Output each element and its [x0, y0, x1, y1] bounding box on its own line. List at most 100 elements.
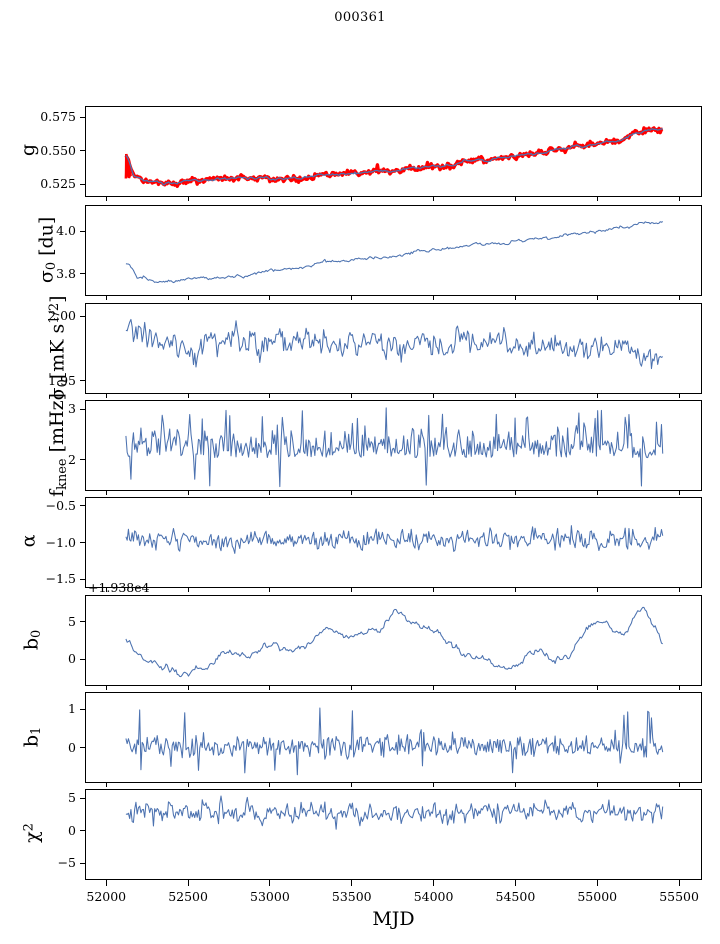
panel-gain — [85, 106, 702, 197]
xtick-mark-gain-1 — [187, 197, 189, 201]
xtick-mark-sigma0-du-2 — [269, 296, 271, 300]
xtick-mark-b1-5 — [514, 783, 516, 787]
xtick-mark-b1-7 — [678, 783, 680, 787]
panel-b0 — [85, 595, 702, 686]
ylabel-b0: b0 — [20, 629, 45, 650]
ylabel-sigma0-du: σ0 [du] — [35, 216, 60, 283]
xtick-mark-sigma0-mK-5 — [514, 394, 516, 398]
xtick-mark-b1-4 — [433, 783, 435, 787]
series-b1 — [125, 707, 664, 776]
ytick-label-sigma0-mK-0: 1.95 — [48, 372, 76, 388]
series-f-knee — [125, 407, 664, 488]
ytick-mark-gain-1 — [80, 150, 85, 152]
series-alpha — [125, 525, 664, 554]
gain-raw-spike — [124, 153, 132, 179]
xtick-mark-gain-4 — [433, 197, 435, 201]
xtick-label-2: 53000 — [250, 889, 290, 904]
ytick-label-f-knee-1: 3 — [68, 401, 76, 417]
xtick-mark-f-knee-3 — [351, 491, 353, 495]
ytick-label-b1-1: 1 — [68, 701, 76, 717]
ytick-label-gain-1: 0.550 — [40, 142, 76, 158]
xtick-mark-chi2-7 — [678, 880, 680, 886]
panel-b1 — [85, 692, 702, 783]
xtick-mark-sigma0-mK-2 — [269, 394, 271, 398]
xtick-mark-b1-0 — [105, 783, 107, 787]
ytick-mark-sigma0-mK-0 — [80, 379, 85, 382]
xaxis-label: MJD — [372, 908, 415, 930]
ylabel-gain: g — [17, 143, 40, 156]
xtick-mark-chi2-6 — [596, 880, 598, 886]
ytick-mark-alpha-2 — [80, 578, 85, 580]
xtick-mark-f-knee-4 — [433, 491, 435, 495]
ytick-mark-chi2-0 — [80, 862, 85, 864]
xtick-mark-chi2-2 — [269, 880, 271, 886]
ytick-mark-sigma0-du-1 — [80, 230, 85, 232]
xtick-mark-b1-6 — [596, 783, 598, 787]
xtick-label-1: 52500 — [168, 889, 208, 904]
ytick-mark-chi2-2 — [80, 797, 85, 799]
xtick-mark-gain-5 — [514, 197, 516, 201]
xtick-label-4: 54000 — [413, 889, 454, 904]
xtick-label-7: 55500 — [659, 889, 699, 904]
offset-text-b0: +1.938e4 — [88, 580, 150, 595]
ylabel-chi2: χ2 — [20, 822, 43, 843]
ytick-mark-alpha-0 — [80, 505, 85, 507]
series-g-smoothed — [125, 128, 663, 186]
panel-frame-chi2 — [85, 789, 702, 880]
xtick-label-5: 54500 — [495, 889, 536, 904]
xtick-mark-alpha-0 — [105, 588, 107, 592]
xtick-mark-b1-1 — [187, 783, 189, 787]
panel-frame-b1 — [85, 692, 702, 783]
plot-area-b0 — [125, 606, 663, 678]
xtick-mark-chi2-1 — [187, 880, 189, 886]
panel-frame-sigma0-du — [85, 205, 702, 296]
xtick-mark-f-knee-6 — [596, 491, 598, 495]
ytick-label-sigma0-du-0: 3.8 — [56, 265, 76, 281]
xtick-mark-gain-6 — [596, 197, 598, 201]
xtick-mark-f-knee-0 — [105, 491, 107, 495]
xtick-mark-f-knee-5 — [514, 491, 516, 495]
xtick-mark-b1-3 — [351, 783, 353, 787]
ytick-label-gain-0: 0.525 — [40, 176, 76, 192]
xtick-mark-b0-7 — [678, 686, 680, 690]
ylabel-f-knee: fknee [mHz] — [46, 392, 70, 497]
xtick-mark-sigma0-du-3 — [351, 296, 353, 300]
plot-area-b1 — [125, 707, 664, 776]
xtick-mark-sigma0-mK-6 — [596, 394, 598, 398]
xtick-mark-sigma0-du-7 — [678, 296, 680, 300]
ytick-mark-gain-2 — [80, 116, 85, 118]
xtick-mark-gain-0 — [105, 197, 107, 201]
xtick-mark-b0-5 — [514, 686, 516, 690]
ytick-label-b1-0: 0 — [68, 739, 76, 755]
ylabel-alpha: α — [17, 534, 40, 547]
xtick-mark-f-knee-7 — [678, 491, 680, 495]
panel-alpha — [85, 497, 702, 588]
xtick-mark-sigma0-du-0 — [105, 296, 107, 300]
ytick-label-chi2-1: 0 — [68, 822, 76, 838]
ytick-label-sigma0-mK-1: 2.00 — [48, 308, 76, 324]
panel-chi2 — [85, 789, 702, 880]
ytick-label-gain-2: 0.575 — [40, 109, 76, 125]
ytick-mark-gain-0 — [80, 183, 85, 185]
ytick-label-chi2-2: 5 — [68, 790, 76, 806]
plot-area-gain — [124, 126, 664, 189]
ytick-mark-b1-0 — [80, 747, 85, 749]
xtick-mark-b0-6 — [596, 686, 598, 690]
xtick-mark-b0-0 — [105, 686, 107, 690]
series-sigma0-du — [125, 221, 663, 284]
ytick-label-chi2-0: −5 — [57, 855, 76, 871]
ylabel-sigma0-mK: σ0[mK s1/2] — [46, 295, 71, 400]
plot-area-sigma0-mK — [125, 318, 664, 370]
plot-area-alpha — [125, 525, 664, 554]
ylabel-b1: b1 — [20, 726, 45, 747]
series-chi2 — [125, 795, 664, 830]
xtick-mark-alpha-6 — [596, 588, 598, 592]
ytick-mark-b0-1 — [80, 621, 85, 623]
xtick-mark-sigma0-mK-0 — [105, 394, 107, 398]
xtick-mark-b0-1 — [187, 686, 189, 690]
ytick-label-f-knee-0: 2 — [68, 451, 76, 467]
xtick-mark-sigma0-mK-4 — [433, 394, 435, 398]
ytick-label-b0-0: 0 — [68, 651, 76, 667]
xtick-mark-b0-4 — [433, 686, 435, 690]
plot-area-sigma0-du — [125, 221, 663, 284]
